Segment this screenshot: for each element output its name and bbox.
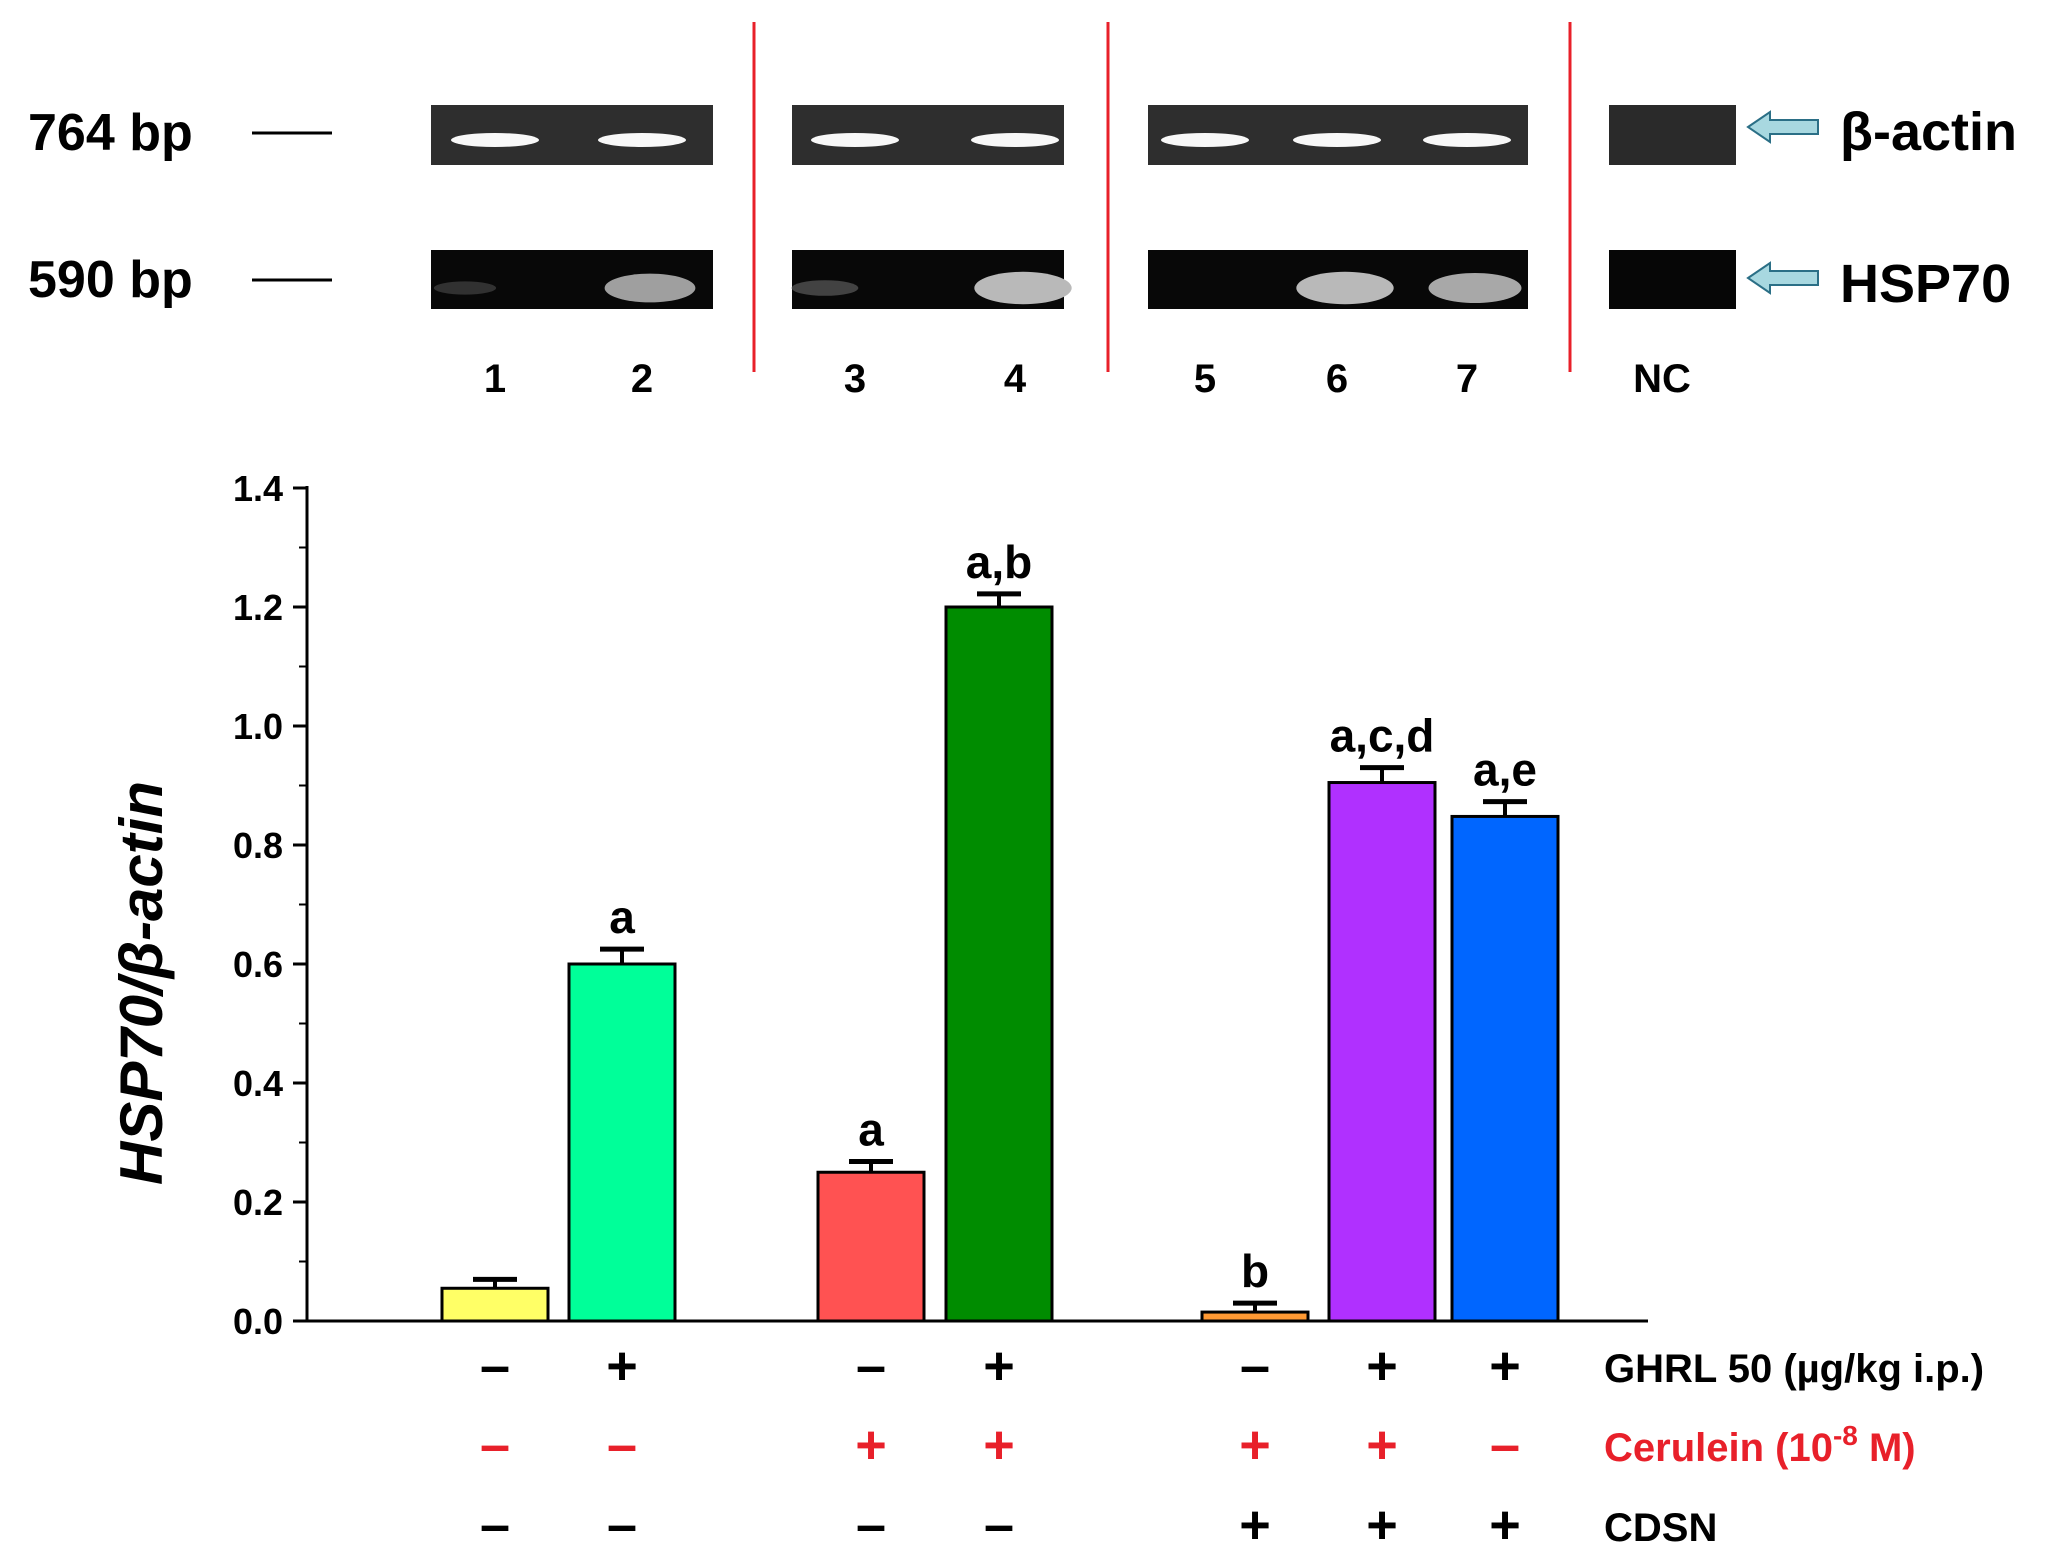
actin-band [1161,133,1249,147]
significance-label: a,c,d [1330,710,1435,762]
y-tick-label: 0.0 [233,1301,283,1342]
significance-label: a [609,891,635,943]
y-axis-title-reference: β-actin [108,781,175,980]
treatment-label-unit: M) [1858,1426,1916,1470]
treatment-label: GHRL 50 (µg/kg i.p.) [1604,1347,1984,1391]
significance-label: a,b [966,536,1032,588]
treatment-sign: + [983,1415,1015,1475]
lane-label: 7 [1456,357,1478,401]
hsp70-band [974,271,1072,305]
lane-label: 3 [844,357,866,401]
treatment-sign: + [1489,1336,1521,1396]
lane-labels: 1 2 3 4 5 6 7 NC [484,357,1691,401]
bar [1327,781,1437,1323]
bar [567,962,677,1323]
treatment-sign: – [856,1336,886,1396]
bp-label-590: 590 bp [28,251,193,309]
hsp70-band [1296,271,1394,305]
actin-band [1293,133,1381,147]
bp-label-764: 764 bp [28,104,193,162]
y-axis-title: HSP70/β-actin [108,781,175,1185]
hsp70-band [433,281,497,295]
treatment-sign: + [1489,1495,1521,1554]
bar [816,1170,926,1323]
bar [440,1286,550,1323]
treatment-label: CDSN [1604,1506,1717,1550]
gene-label-hsp70: HSP70 [1840,254,2011,314]
y-tick-label: 1.2 [233,587,283,628]
significance-label: a [858,1104,884,1156]
treatment-sign: – [607,1415,637,1475]
actin-band [598,133,686,147]
significance-label: a,e [1473,744,1537,796]
treatment-sign: + [855,1415,887,1475]
treatment-sign: + [1366,1336,1398,1396]
treatment-sign: + [606,1336,638,1396]
treatment-sign: – [480,1415,510,1475]
lane-label: 6 [1326,357,1348,401]
bar [944,605,1054,1323]
y-tick-label: 0.4 [233,1063,283,1104]
actin-band [811,133,899,147]
hsp70-gel-block-nc [1609,250,1736,309]
treatment-label-superscript: -8 [1833,1420,1858,1451]
y-axis: 0.0 0.2 0.4 0.6 0.8 1.0 1.2 1.4 [233,468,309,1342]
lane-label: 2 [631,357,653,401]
bar [1450,814,1560,1323]
arrow-left-icon [1746,110,1819,144]
actin-band [1423,133,1511,147]
treatment-label-text: CDSN [1604,1506,1717,1550]
y-axis-title-gene: HSP70 [108,995,175,1185]
hsp70-band [604,273,696,303]
treatment-label: Cerulein (10-8 M) [1604,1420,1916,1470]
treatment-sign: – [984,1495,1014,1554]
treatment-sign: – [607,1495,637,1554]
treatment-sign: + [983,1336,1015,1396]
treatment-sign: + [1366,1495,1398,1554]
treatment-sign: + [1239,1495,1271,1554]
actin-gel-block-nc [1609,105,1736,165]
hsp70-band [791,280,859,296]
treatment-table: – + – + – + + GHRL 50 (µg/kg i.p.) – – + + + + – Cerule… [480,1336,1984,1554]
y-tick-label: 1.4 [233,468,283,509]
treatment-label-text: Cerulein (10 [1604,1426,1833,1470]
treatment-sign: – [480,1336,510,1396]
actin-band [451,133,539,147]
actin-bands [451,133,1511,147]
significance-label: b [1241,1245,1269,1297]
y-tick-label: 0.2 [233,1182,283,1223]
treatment-sign: – [1490,1415,1520,1475]
y-tick-label: 0.6 [233,944,283,985]
gel-panel: 764 bp 590 bp β-actin HSP70 1 2 3 4 5 6 7 NC [28,22,2017,401]
lane-label: NC [1633,357,1691,401]
actin-band [971,133,1059,147]
lane-label: 5 [1194,357,1216,401]
treatment-sign: – [1240,1336,1270,1396]
bars: a a a,b b a,c,d a,e [440,536,1560,1323]
y-tick-label: 1.0 [233,706,283,747]
hsp70-band [1428,273,1522,303]
arrow-left-icon [1746,261,1819,295]
bar-chart: HSP70/β-actin 0.0 0.2 0.4 0.6 0.8 1.0 1.2 1.4 a… [108,468,1984,1554]
hsp70-bands [433,271,1522,305]
treatment-sign: + [1239,1415,1271,1475]
y-tick-label: 0.8 [233,825,283,866]
treatment-sign: + [1366,1415,1398,1475]
gene-label-actin: β-actin [1840,102,2017,162]
treatment-sign: – [856,1495,886,1554]
treatment-sign: – [480,1495,510,1554]
lane-label: 4 [1004,357,1027,401]
treatment-label-text: GHRL 50 (µg/kg i.p.) [1604,1347,1984,1391]
lane-label: 1 [484,357,506,401]
